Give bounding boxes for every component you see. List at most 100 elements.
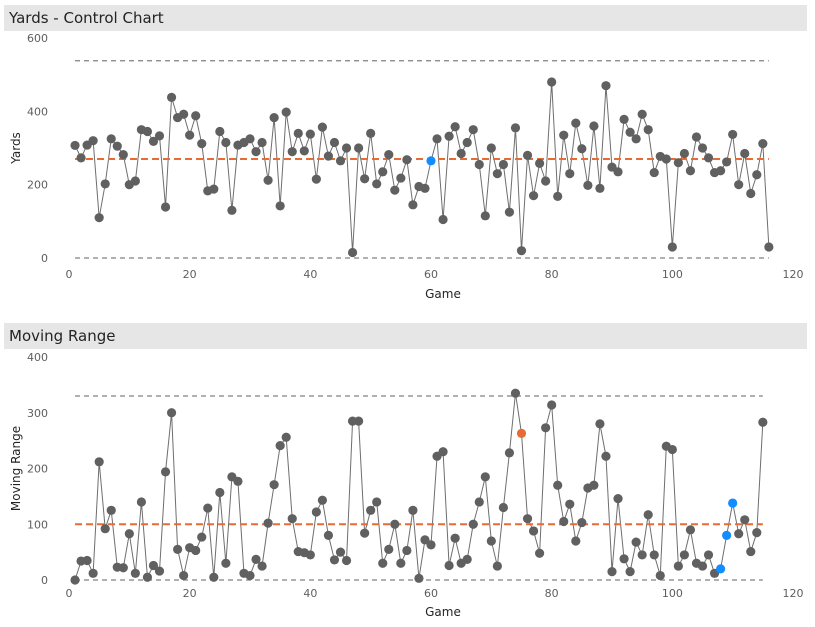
data-point bbox=[420, 183, 430, 193]
data-point bbox=[317, 122, 327, 132]
data-point bbox=[166, 408, 177, 418]
x-tick-label: 80 bbox=[545, 268, 559, 281]
data-point bbox=[124, 529, 134, 539]
data-point bbox=[619, 554, 629, 564]
y-tick-label: 300 bbox=[27, 407, 48, 420]
data-point bbox=[408, 505, 418, 515]
data-point bbox=[504, 207, 515, 217]
data-point bbox=[215, 487, 225, 498]
data-point bbox=[456, 148, 466, 159]
data-point bbox=[691, 132, 702, 142]
x-tick-label: 20 bbox=[183, 268, 197, 281]
data-point bbox=[372, 497, 382, 507]
data-point bbox=[746, 188, 756, 199]
data-point bbox=[160, 467, 171, 477]
y-tick-label: 400 bbox=[27, 351, 48, 364]
data-point bbox=[438, 214, 448, 225]
data-point bbox=[474, 159, 484, 170]
data-point bbox=[716, 166, 726, 176]
data-point bbox=[528, 191, 539, 201]
data-point bbox=[341, 555, 352, 566]
data-point bbox=[655, 570, 665, 581]
data-point bbox=[631, 537, 641, 547]
data-point bbox=[589, 121, 599, 131]
data-point bbox=[360, 528, 370, 538]
x-tick-label: 120 bbox=[783, 268, 804, 281]
data-point bbox=[70, 575, 80, 585]
data-point bbox=[233, 476, 243, 486]
data-point bbox=[498, 502, 508, 513]
data-point bbox=[740, 515, 750, 525]
data-point bbox=[215, 126, 225, 137]
data-point bbox=[577, 517, 587, 528]
data-point bbox=[547, 77, 557, 87]
data-point bbox=[703, 153, 714, 163]
data-point bbox=[492, 561, 502, 571]
data-point bbox=[643, 125, 653, 135]
data-point bbox=[679, 550, 690, 560]
data-point bbox=[758, 417, 768, 427]
data-point bbox=[746, 546, 756, 557]
x-tick-label: 20 bbox=[183, 587, 197, 600]
y-axis-title: Moving Range bbox=[9, 426, 23, 511]
data-point bbox=[480, 211, 490, 221]
data-point bbox=[637, 550, 647, 560]
data-point bbox=[625, 567, 635, 577]
data-point bbox=[498, 159, 508, 170]
data-point bbox=[130, 176, 140, 186]
data-point bbox=[697, 561, 708, 571]
data-point bbox=[185, 130, 195, 140]
data-point bbox=[263, 175, 273, 185]
highlighted-data-point bbox=[722, 530, 732, 541]
data-point bbox=[106, 505, 116, 515]
data-point bbox=[601, 451, 611, 461]
data-point bbox=[191, 111, 201, 121]
y-tick-label: 100 bbox=[27, 518, 48, 531]
data-point bbox=[384, 544, 394, 554]
data-point bbox=[631, 134, 641, 144]
data-point bbox=[462, 554, 472, 564]
data-point bbox=[595, 419, 605, 429]
data-point bbox=[667, 242, 677, 252]
data-point bbox=[148, 136, 159, 146]
data-point bbox=[535, 158, 545, 168]
control-chart-plot: 0 200 400 600 0 20 40 60 80 100 120 Game Yards bbox=[9, 32, 804, 301]
data-point bbox=[740, 148, 750, 159]
data-point bbox=[287, 147, 297, 157]
highlighted-data-point bbox=[728, 498, 738, 508]
data-point bbox=[100, 524, 110, 534]
data-point bbox=[197, 532, 207, 542]
data-point bbox=[643, 510, 653, 520]
data-point bbox=[559, 130, 569, 140]
data-point bbox=[607, 567, 617, 577]
data-point bbox=[685, 166, 696, 176]
data-point bbox=[583, 180, 593, 190]
x-tick-label: 40 bbox=[303, 587, 317, 600]
data-point bbox=[516, 246, 527, 256]
data-point bbox=[88, 136, 98, 146]
data-point bbox=[366, 128, 376, 138]
data-point bbox=[209, 572, 219, 582]
data-point bbox=[245, 134, 255, 144]
data-point bbox=[535, 548, 545, 558]
data-point bbox=[649, 550, 659, 560]
data-point bbox=[94, 457, 104, 467]
data-point bbox=[287, 514, 297, 524]
data-point bbox=[118, 150, 128, 160]
data-point bbox=[752, 170, 762, 180]
data-point bbox=[722, 157, 732, 167]
data-point bbox=[130, 568, 140, 578]
data-point bbox=[595, 183, 605, 193]
y-tick-label: 600 bbox=[27, 32, 48, 45]
data-point bbox=[372, 179, 382, 189]
data-point bbox=[426, 540, 436, 550]
data-point bbox=[685, 525, 696, 535]
data-point bbox=[269, 112, 279, 123]
x-axis-title: Game bbox=[425, 287, 461, 301]
x-tick-label: 60 bbox=[424, 268, 438, 281]
data-point bbox=[528, 526, 539, 536]
data-point bbox=[541, 176, 551, 186]
data-point bbox=[444, 560, 454, 571]
data-point bbox=[112, 141, 122, 151]
